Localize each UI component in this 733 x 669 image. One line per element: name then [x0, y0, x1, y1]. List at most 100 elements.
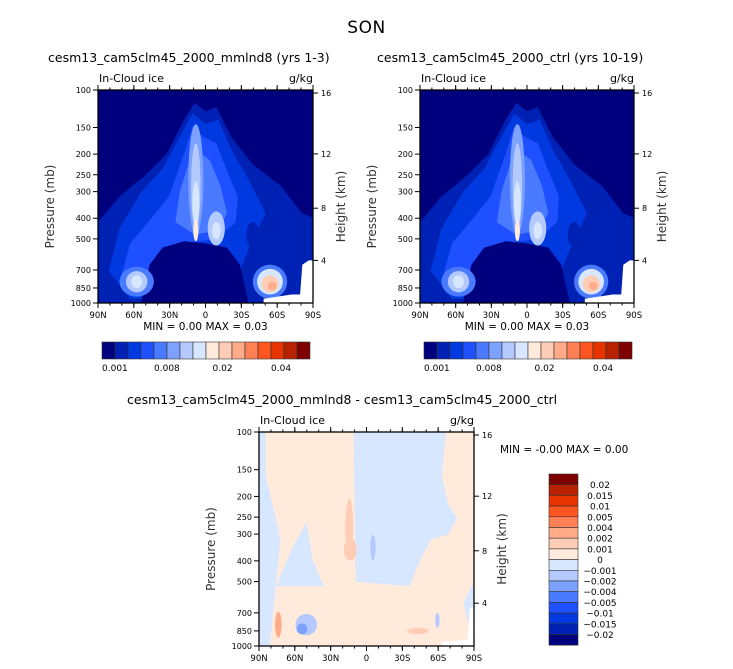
- y2-axis-label: Height (km): [495, 513, 509, 584]
- y-tick-label: 200: [76, 150, 91, 159]
- y-tick-label: 500: [76, 235, 91, 244]
- colorbar-swatch: [488, 341, 503, 360]
- x-tick-label: 90N: [250, 654, 267, 664]
- contour-positive: [265, 432, 474, 646]
- colorbar-label: 0.008: [476, 364, 502, 374]
- y2-tick-label: 12: [482, 492, 492, 501]
- y-tick-label: 700: [237, 609, 252, 618]
- y-tick-label: 850: [398, 284, 413, 293]
- contour-field: [259, 432, 474, 646]
- colorbar-swatch: [548, 634, 579, 646]
- colorbar-swatch: [618, 341, 633, 360]
- contour-neg-sh: [435, 612, 440, 628]
- contour-neg-eq: [370, 534, 376, 561]
- colorbar-swatch: [605, 341, 620, 360]
- colorbar-swatch: [514, 341, 529, 360]
- x-tick-label: 90N: [411, 311, 428, 321]
- contour-core: [514, 219, 520, 242]
- contour-core: [193, 219, 199, 242]
- y2-tick-label: 8: [321, 204, 326, 213]
- y2-tick-label: 8: [482, 547, 487, 556]
- contour-column-3: [192, 181, 200, 225]
- colorbar-swatch: [436, 341, 451, 360]
- colorbar-swatch: [548, 570, 579, 582]
- colorbar-swatch: [548, 473, 579, 485]
- colorbar-swatch: [166, 341, 181, 360]
- variable-label: In-Cloud ice: [260, 414, 325, 427]
- colorbar-swatch: [548, 591, 579, 603]
- colorbar-swatch: [548, 602, 579, 614]
- colorbar-swatch: [423, 341, 438, 360]
- contour-sub-core: [533, 222, 542, 240]
- y2-axis-label: Height (km): [334, 171, 348, 242]
- colorbar-label: 0.001: [102, 364, 128, 374]
- panel-diff-chart: 90N 60N 30N 0 30S 60S 90S 100 150 200 250 300 400 500…: [204, 414, 628, 664]
- x-tick-label: 60S: [430, 654, 446, 664]
- x-tick-label: 0: [524, 311, 529, 321]
- colorbar-swatch: [548, 612, 579, 625]
- minmax-text: MIN = 0.00 MAX = 0.03: [143, 321, 268, 333]
- y-tick-label: 150: [76, 124, 91, 133]
- x-tick-label: 90N: [89, 311, 106, 321]
- y2-tick-label: 12: [642, 150, 652, 159]
- colorbar-swatch: [566, 341, 581, 360]
- y-tick-label: 100: [237, 428, 252, 437]
- colorbar-label: 0.004: [587, 524, 613, 534]
- y-tick-label: 500: [237, 578, 252, 587]
- x-tick-label: 60S: [269, 311, 285, 321]
- x-tick-label: 30S: [233, 311, 249, 321]
- colorbar-label: 0: [597, 556, 603, 566]
- y2-tick-label: 16: [642, 89, 652, 98]
- colorbar-swatch: [231, 341, 246, 360]
- contour-pos-sh: [407, 627, 429, 635]
- y-axis-label: Pressure (mb): [365, 165, 379, 249]
- y-tick-label: 200: [398, 150, 413, 159]
- y-tick-label: 400: [237, 557, 252, 566]
- colorbar-swatch: [140, 341, 155, 360]
- y-tick-label: 1000: [71, 299, 91, 308]
- contour-pos-nh: [275, 611, 282, 638]
- y-tick-label: 300: [76, 188, 91, 197]
- y-axis-label: Pressure (mb): [43, 165, 57, 249]
- x-tick-label: 0: [364, 654, 369, 664]
- colorbar-swatch: [548, 548, 579, 560]
- y2-tick-label: 4: [321, 256, 326, 265]
- missing-data: [263, 260, 313, 303]
- y2-tick-label: 16: [321, 89, 331, 98]
- contour-negative-mid: [276, 521, 324, 587]
- missing-data: [584, 260, 634, 303]
- y-tick-label: 1000: [393, 299, 413, 308]
- colorbar-label: 0.01: [590, 503, 610, 513]
- colorbar-label: 0.008: [154, 364, 180, 374]
- contour-pocket: [246, 222, 260, 248]
- colorbar-label: −0.004: [583, 588, 617, 598]
- minmax-text: MIN = 0.00 MAX = 0.03: [465, 321, 590, 333]
- x-tick-label: 90S: [466, 654, 482, 664]
- contour-neg-nh-2: [296, 623, 308, 635]
- x-tick-label: 30N: [322, 654, 339, 664]
- x-tick-label: 60S: [590, 311, 606, 321]
- variable-label: In-Cloud ice: [99, 72, 164, 85]
- y2-tick-label: 12: [321, 150, 331, 159]
- x-tick-label: 90S: [626, 311, 642, 321]
- panel-diff-subtitle: cesm13_cam5clm45_2000_mmlnd8 - cesm13_ca…: [127, 392, 558, 407]
- colorbar-swatch: [205, 341, 220, 360]
- colorbar-swatch: [548, 495, 579, 507]
- colorbar-label: 0.02: [535, 364, 555, 374]
- colorbar-swatch: [462, 341, 477, 360]
- colorbar-swatch: [548, 559, 579, 571]
- colorbar-swatch: [153, 341, 168, 360]
- panel-b-chart: 90N 60N 30N 0 30S 60S 90S 100 150 200 250 300 400 500…: [365, 72, 669, 374]
- colorbar-swatch: [548, 537, 579, 550]
- contour-column-3: [513, 181, 521, 225]
- contour-void: [141, 241, 249, 303]
- y-tick-label: 300: [398, 188, 413, 197]
- colorbar-swatch: [540, 341, 555, 360]
- colorbar-swatch: [244, 341, 259, 360]
- contour-pocket: [567, 222, 581, 248]
- colorbar-label: −0.001: [583, 567, 616, 577]
- y-tick-label: 400: [398, 214, 413, 223]
- colorbar-swatch: [548, 527, 579, 539]
- minmax-text: MIN = -0.00 MAX = 0.00: [500, 444, 628, 456]
- variable-label: In-Cloud ice: [421, 72, 486, 85]
